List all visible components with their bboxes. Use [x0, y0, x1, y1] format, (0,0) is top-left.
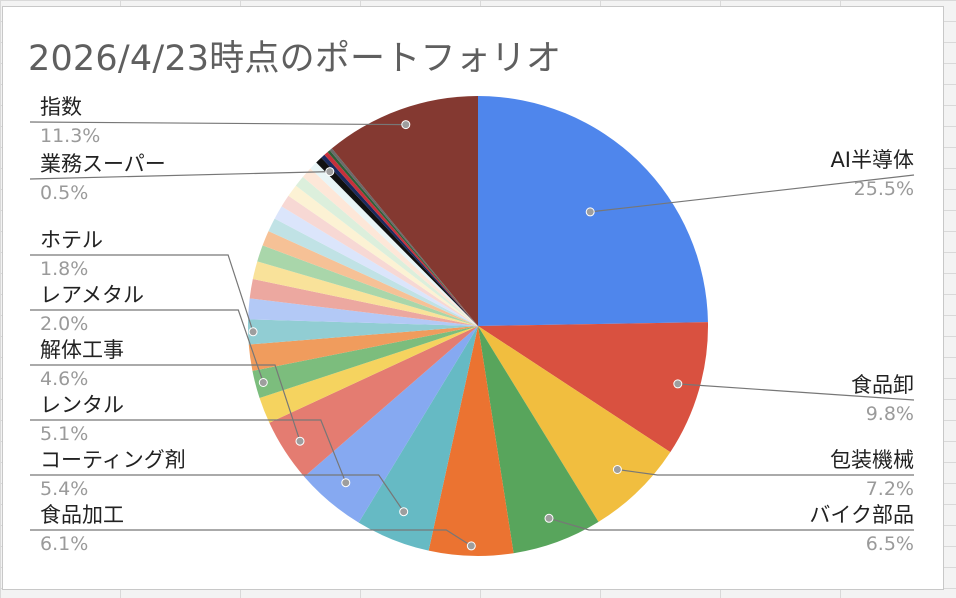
leader-dot-コーティング剤: [399, 507, 409, 517]
leader-line-食品加工: [30, 529, 472, 547]
slice-percent-指数: 11.3%: [40, 125, 100, 147]
pie-slice-unlabeled-25[interactable]: [321, 154, 478, 326]
leader-line-指数: [29, 121, 406, 126]
slice-label-指数: 指数: [40, 95, 82, 119]
leader-dot-バイク部品: [544, 513, 554, 523]
slice-percent-バイク部品: 6.5%: [866, 533, 914, 555]
leader-lines: [29, 120, 915, 551]
pie-slice-unlabeled-12[interactable]: [248, 298, 478, 326]
leader-dot-ホテル: [248, 327, 258, 337]
leader-dot-包装機械: [612, 465, 622, 474]
slice-percent-解体工事: 4.6%: [40, 368, 88, 390]
slice-label-レアメタル: レアメタル: [40, 283, 144, 307]
pie-slice-unlabeled-18[interactable]: [274, 206, 478, 326]
pie-slice-unlabeled-13[interactable]: [249, 279, 478, 326]
slice-percent-ホテル: 1.8%: [40, 258, 88, 280]
slice-percent-コーティング剤: 5.4%: [40, 478, 88, 500]
leader-line-包装機械: [617, 468, 914, 476]
slice-label-コーティング剤: コーティング剤: [40, 448, 186, 472]
pie-slice-unlabeled-17[interactable]: [268, 218, 478, 326]
pie-slice-unlabeled-26[interactable]: [324, 152, 478, 326]
leader-dot-AI半導体: [585, 207, 595, 217]
slice-percent-業務スーパー: 0.5%: [40, 182, 88, 204]
pie-slice-unlabeled-27[interactable]: [327, 150, 478, 326]
chart-title: 2026/4/23時点のポートフォリオ: [28, 39, 562, 79]
pie-slice-ホテル[interactable]: [248, 319, 478, 345]
pie-slice-コーティング剤[interactable]: [358, 326, 478, 551]
leader-dot-解体工事: [295, 436, 305, 446]
leader-line-食品卸: [677, 383, 915, 401]
pie-slice-unlabeled-14[interactable]: [252, 261, 478, 326]
slice-label-解体工事: 解体工事: [40, 338, 124, 362]
pie-slices: [248, 95, 709, 557]
leader-dot-食品卸: [673, 379, 683, 389]
pie-slice-unlabeled-8[interactable]: [259, 326, 478, 423]
pie-slice-解体工事[interactable]: [269, 326, 478, 477]
pie-slice-レアメタル[interactable]: [252, 326, 478, 399]
pie-slice-バイク部品[interactable]: [478, 326, 599, 554]
slice-percent-包装機械: 7.2%: [866, 478, 914, 500]
leader-line-業務スーパー: [29, 171, 330, 180]
slice-labels: AI半導体 25.5% 食品卸 9.8% 包装機械 7.2% バイク部品 6.5% 食品加工 6.…: [40, 95, 914, 555]
leader-line-レンタル: [30, 419, 347, 483]
leader-line-コーティング剤: [30, 474, 405, 513]
slice-label-包装機械: 包装機械: [830, 448, 914, 472]
leader-dot-レアメタル: [258, 378, 268, 387]
slice-percent-レンタル: 5.1%: [40, 423, 88, 445]
slice-percent-食品加工: 6.1%: [40, 533, 88, 555]
pie-slice-unlabeled-15[interactable]: [257, 245, 478, 326]
pie-slice-unlabeled-20[interactable]: [288, 185, 478, 326]
slice-label-ホテル: ホテル: [40, 228, 103, 252]
pie-slice-unlabeled-28[interactable]: [329, 148, 478, 326]
slice-label-食品卸: 食品卸: [851, 373, 914, 397]
pie-slice-食品卸[interactable]: [478, 322, 709, 453]
pie-slice-unlabeled-21[interactable]: [295, 176, 478, 326]
leader-dot-指数: [401, 120, 411, 130]
pie-slice-業務スーパー[interactable]: [316, 157, 478, 326]
pie-slice-包装機械[interactable]: [478, 326, 671, 522]
pie-slice-unlabeled-19[interactable]: [281, 195, 478, 326]
pie-slice-指数[interactable]: [331, 96, 478, 326]
slice-percent-AI半導体: 25.5%: [854, 178, 914, 200]
leader-line-レアメタル: [30, 309, 264, 383]
slice-label-AI半導体: AI半導体: [830, 148, 914, 172]
leader-dot-レンタル: [341, 478, 351, 488]
slice-percent-レアメタル: 2.0%: [40, 313, 88, 335]
leader-dot-食品加工: [466, 541, 476, 551]
slice-label-バイク部品: バイク部品: [809, 503, 914, 527]
leader-dot-業務スーパー: [325, 167, 335, 177]
leader-line-バイク部品: [548, 517, 914, 531]
leader-line-解体工事: [30, 364, 301, 442]
slice-label-業務スーパー: 業務スーパー: [40, 152, 166, 176]
pie-slice-unlabeled-16[interactable]: [262, 231, 478, 326]
leader-line-ホテル: [30, 254, 254, 332]
slice-percent-食品卸: 9.8%: [866, 403, 914, 425]
pie-slice-unlabeled-22[interactable]: [302, 168, 478, 326]
pie-slice-unlabeled-23[interactable]: [310, 162, 478, 327]
slice-label-レンタル: レンタル: [40, 393, 124, 417]
pie-slice-食品加工[interactable]: [428, 326, 514, 557]
pie-slice-unlabeled-10[interactable]: [248, 326, 478, 371]
leader-line-AI半導体: [590, 174, 915, 213]
slice-label-食品加工: 食品加工: [40, 503, 124, 527]
pie-slice-レンタル[interactable]: [304, 326, 478, 523]
